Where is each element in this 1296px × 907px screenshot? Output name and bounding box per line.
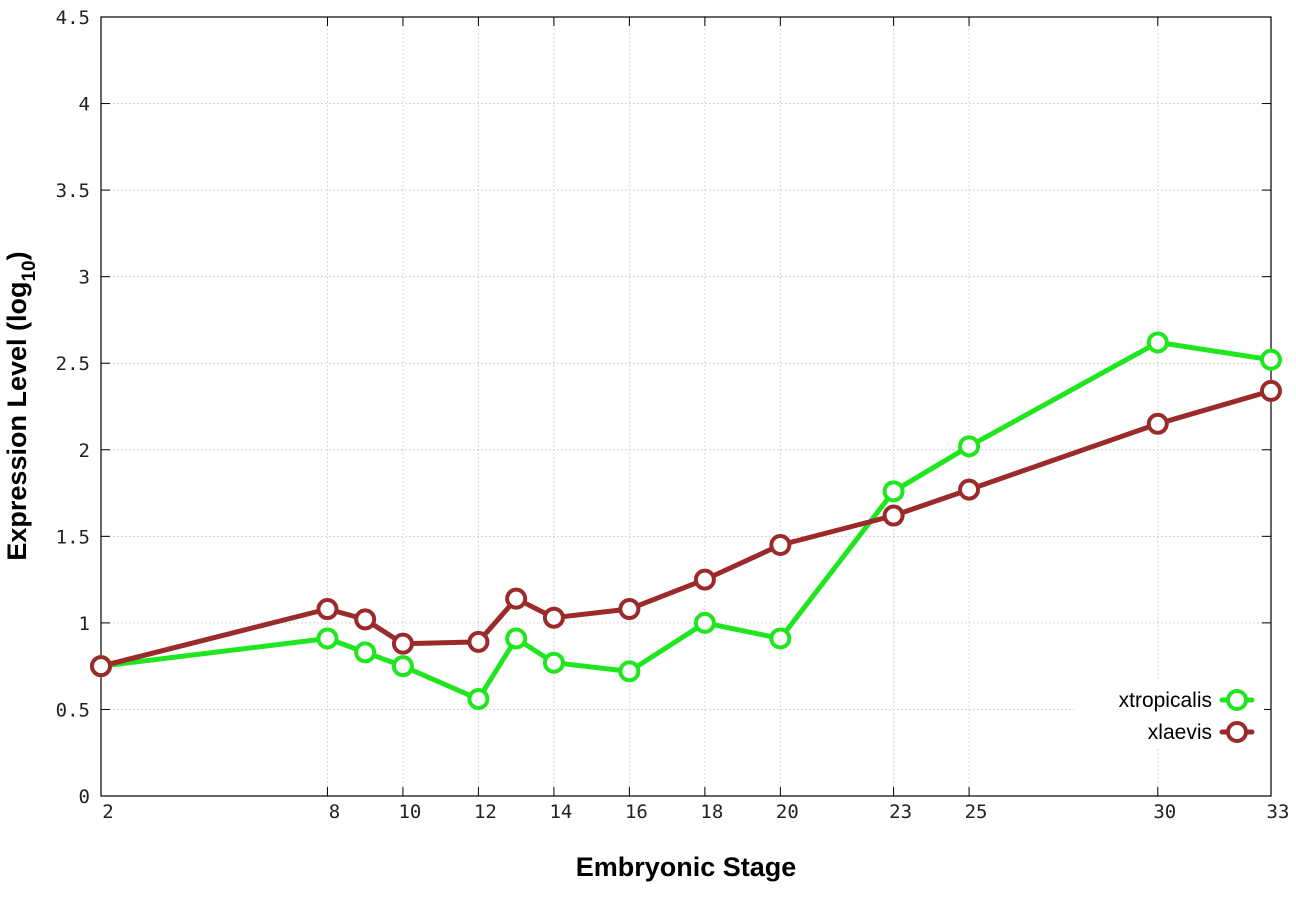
data-point-xtropicalis <box>316 627 339 650</box>
data-point-xlaevis <box>542 606 565 629</box>
x-tick-label: 8 <box>329 801 340 823</box>
y-tick-label: 3 <box>79 267 90 289</box>
y-tick-label: 2.5 <box>56 353 90 375</box>
y-tick-label: 0 <box>79 786 90 808</box>
x-tick-label: 30 <box>1153 801 1176 823</box>
data-point-xlaevis <box>354 608 377 631</box>
data-point-xlaevis <box>618 598 641 621</box>
plot-frame <box>100 16 1272 797</box>
data-point-xtropicalis <box>693 611 716 634</box>
y-tick-label: 1.5 <box>56 526 90 548</box>
data-point-xtropicalis <box>1260 348 1282 371</box>
y-tick-label: 4.5 <box>56 7 90 29</box>
y-tick-label: 2 <box>79 440 90 462</box>
legend-marker-xtropicalis <box>1226 689 1248 711</box>
data-point-xlaevis <box>882 504 905 527</box>
data-point-xtropicalis <box>769 627 792 650</box>
x-tick-label: 14 <box>549 801 572 823</box>
data-point-xlaevis <box>769 533 792 556</box>
data-point-xtropicalis <box>391 655 414 678</box>
data-point-xlaevis <box>467 630 490 653</box>
data-point-xtropicalis <box>467 688 490 711</box>
data-point-xlaevis <box>1260 379 1282 402</box>
data-point-xtropicalis <box>1146 331 1169 354</box>
legend: xtropicalis xlaevis <box>1074 680 1264 748</box>
x-tick-label: 33 <box>1267 801 1290 823</box>
data-point-xlaevis <box>90 655 112 678</box>
data-point-xlaevis <box>1146 412 1169 435</box>
y-axis-title-main: Expression Level (log <box>2 282 32 561</box>
x-tick-label: 10 <box>398 801 421 823</box>
y-tick-label: 4 <box>79 94 90 116</box>
grid-lines <box>101 17 1271 796</box>
legend-marker-xlaevis <box>1226 721 1248 743</box>
data-point-xtropicalis <box>618 660 641 683</box>
y-tick-label: 1 <box>79 613 90 635</box>
y-axis-title-subscript: 10 <box>19 260 40 281</box>
y-axis-title: Expression Level (log10) <box>2 251 40 560</box>
data-point-xtropicalis <box>882 480 905 503</box>
series-line-xtropicalis <box>98 339 1274 702</box>
data-point-xlaevis <box>391 632 414 655</box>
data-point-xlaevis <box>316 598 339 621</box>
x-tick-label: 18 <box>700 801 723 823</box>
x-tick-label: 20 <box>776 801 799 823</box>
data-point-xtropicalis <box>542 651 565 674</box>
x-tick-label: 23 <box>889 801 912 823</box>
x-axis-title: Embryonic Stage <box>576 852 797 882</box>
data-point-xlaevis <box>958 478 981 501</box>
y-tick-label: 0.5 <box>56 699 90 721</box>
x-tick-label: 16 <box>625 801 648 823</box>
data-point-xlaevis <box>693 568 716 591</box>
x-tick-label: 12 <box>474 801 497 823</box>
x-tick-labels: 2 8 10 12 14 16 18 20 23 25 30 33 <box>102 801 1289 823</box>
y-tick-labels: 0 0.5 1 1.5 2 2.5 3 3.5 4 4.5 <box>56 7 90 808</box>
data-point-xtropicalis <box>505 627 528 650</box>
x-tick-label: 2 <box>102 801 113 823</box>
axis-ticks <box>100 16 1272 797</box>
y-axis-title-close: ) <box>2 251 32 260</box>
data-point-xtropicalis <box>354 641 377 664</box>
x-tick-label: 25 <box>965 801 988 823</box>
legend-label-xtropicalis: xtropicalis <box>1119 689 1212 712</box>
series-line-xlaevis <box>98 388 1274 669</box>
data-series <box>90 331 1282 711</box>
y-tick-label: 3.5 <box>56 180 90 202</box>
data-point-xtropicalis <box>958 435 981 458</box>
legend-label-xlaevis: xlaevis <box>1148 721 1212 744</box>
data-point-xlaevis <box>505 587 528 610</box>
